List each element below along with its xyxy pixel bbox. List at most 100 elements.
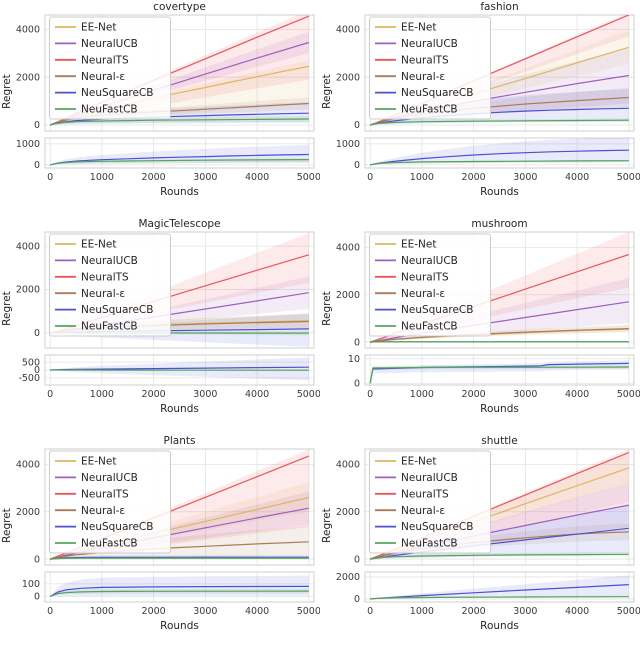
legend-label-NeuSquareCB: NeuSquareCB xyxy=(81,304,153,316)
series-line-NeuFastCB xyxy=(50,159,309,166)
chart-canvas-fashion: 0 2000 4000 0 1000 0 1000 2000 3000 4000 5000 Round… xyxy=(321,14,640,198)
x-tick-label: 5000 xyxy=(297,389,320,400)
x-tick-label: 1000 xyxy=(410,172,434,183)
x-tick-label: 4000 xyxy=(245,172,269,183)
series-line-NeuSquareCB xyxy=(369,362,629,384)
legend-label-NeuFastCB: NeuFastCB xyxy=(81,321,138,333)
y-tick-label: 1000 xyxy=(336,139,360,150)
y-tick-label: 0 xyxy=(34,120,40,131)
band-NeuralTS xyxy=(50,449,309,560)
x-tick-label: 3000 xyxy=(513,389,537,400)
y-tick-label: 0 xyxy=(354,378,360,389)
legend-label-NeuFastCB: NeuFastCB xyxy=(81,104,138,116)
y-tick-label: 4000 xyxy=(336,243,360,254)
band-NeuSquareCB xyxy=(370,575,629,599)
y-tick-label: 0 xyxy=(354,160,360,171)
x-tick-label: 5000 xyxy=(617,172,640,183)
y-axis-label: Regret xyxy=(1,508,13,543)
legend-label-EE-Net: EE-Net xyxy=(81,456,117,468)
x-tick-label: 1000 xyxy=(90,389,114,400)
x-tick-label: 3000 xyxy=(193,172,217,183)
panel-title-covertype: covertype xyxy=(153,1,206,13)
legend-label-NeuSquareCB: NeuSquareCB xyxy=(81,87,153,99)
x-tick-label: 4000 xyxy=(565,389,589,400)
x-tick-label: 3000 xyxy=(193,606,217,617)
y-tick-label: 4000 xyxy=(16,241,40,252)
legend-label-NeuralUCB: NeuralUCB xyxy=(81,38,138,50)
series-line-NeuFastCB xyxy=(370,553,629,560)
legend-label-NeuFastCB: NeuFastCB xyxy=(81,538,138,550)
legend-label-EE-Net: EE-Net xyxy=(401,456,437,468)
chart-canvas-shuttle: 0 2000 4000 0 2000 0 1000 2000 3000 4000 5000 Round… xyxy=(321,448,640,632)
y-tick-label: 0 xyxy=(34,160,40,171)
legend-label-NeuralUCB: NeuralUCB xyxy=(401,255,458,267)
x-tick-label: 3000 xyxy=(193,389,217,400)
band-NeuSquareCB xyxy=(370,360,629,384)
legend-label-NeuralTS: NeuralTS xyxy=(401,54,449,66)
y-tick-label: 2000 xyxy=(16,285,40,296)
sub-axes: 0 1000 xyxy=(16,137,315,171)
panel-plants: Plants 0 2000 4000 0 100 0 1000 2000 3000 4000 500… xyxy=(0,434,320,651)
y-tick-label: 2000 xyxy=(336,72,360,83)
panel-title-mushroom: mushroom xyxy=(471,218,528,230)
x-tick-label: 1000 xyxy=(90,172,114,183)
y-tick-label: 1000 xyxy=(16,139,40,150)
chart-canvas-mushroom: 0 2000 4000 0 10 0 1000 2000 3000 4000 5000 Rounds R… xyxy=(321,231,640,415)
y-tick-label: -500 xyxy=(18,373,40,384)
x-tick-label: 3000 xyxy=(513,606,537,617)
x-tick-label: 3000 xyxy=(513,172,537,183)
x-tick-label: 2000 xyxy=(142,606,166,617)
panel-mushroom: mushroom 0 2000 4000 0 10 0 1000 2000 3000 4000 50… xyxy=(320,217,640,434)
legend: EE-Net NeuralUCB NeuralTS Neural-ε NeuSquare… xyxy=(369,450,491,554)
x-tick-label: 4000 xyxy=(565,606,589,617)
x-tick-label: 2000 xyxy=(142,389,166,400)
y-tick-label: 100 xyxy=(22,579,40,590)
legend-label-NeuralTS: NeuralTS xyxy=(401,488,449,500)
legend: EE-Net NeuralUCB NeuralTS Neural-ε NeuSquare… xyxy=(49,450,171,554)
legend-label-NeuralUCB: NeuralUCB xyxy=(401,38,458,50)
legend-label-NeuralUCB: NeuralUCB xyxy=(81,255,138,267)
panel-title-plants: Plants xyxy=(163,435,196,447)
x-axis-label: Rounds xyxy=(160,186,199,198)
sub-plot xyxy=(49,575,309,597)
x-tick-label: 2000 xyxy=(462,606,486,617)
x-tick-label: 5000 xyxy=(617,389,640,400)
band-EE-Net xyxy=(370,30,629,125)
y-axis-label: Regret xyxy=(321,74,333,109)
legend-label-Neural-ε: Neural-ε xyxy=(81,71,125,83)
legend-label-NeuralUCB: NeuralUCB xyxy=(81,472,138,484)
band-NeuFastCB xyxy=(370,118,629,125)
series-line-NeuFastCB xyxy=(370,596,629,600)
x-tick-label: 0 xyxy=(367,389,373,400)
y-tick-label: 2000 xyxy=(336,290,360,301)
legend-label-Neural-ε: Neural-ε xyxy=(401,505,445,517)
y-tick-label: 2000 xyxy=(16,72,40,83)
y-tick-label: 500 xyxy=(22,357,40,368)
x-axis-label: Rounds xyxy=(160,403,199,415)
y-tick-label: 0 xyxy=(34,554,40,565)
x-tick-label: 2000 xyxy=(142,172,166,183)
legend-label-Neural-ε: Neural-ε xyxy=(401,288,445,300)
legend-label-EE-Net: EE-Net xyxy=(401,22,437,34)
y-tick-label: 4000 xyxy=(16,460,40,471)
legend-label-Neural-ε: Neural-ε xyxy=(81,505,125,517)
y-tick-label: 10 xyxy=(348,354,360,365)
series-line-NeuFastCB xyxy=(50,557,309,560)
panel-title-shuttle: shuttle xyxy=(481,435,518,447)
y-tick-label: 0 xyxy=(34,365,40,376)
legend-label-NeuralTS: NeuralTS xyxy=(81,488,129,500)
y-tick-label: 0 xyxy=(354,554,360,565)
legend-label-EE-Net: EE-Net xyxy=(81,22,117,34)
sub-plot xyxy=(369,360,629,384)
x-tick-label: 4000 xyxy=(245,389,269,400)
x-tick-label: 0 xyxy=(47,389,53,400)
legend-label-Neural-ε: Neural-ε xyxy=(81,288,125,300)
legend-label-NeuSquareCB: NeuSquareCB xyxy=(81,521,153,533)
panel-covertype: covertype 0 2000 4000 0 1000 0 1000 2000 3000 400… xyxy=(0,0,320,217)
panel-magictelescope: MagicTelescope 0 2000 4000 -500 0 500 0 1000 200… xyxy=(0,217,320,434)
y-tick-label: 0 xyxy=(354,594,360,605)
y-tick-label: 4000 xyxy=(336,460,360,471)
